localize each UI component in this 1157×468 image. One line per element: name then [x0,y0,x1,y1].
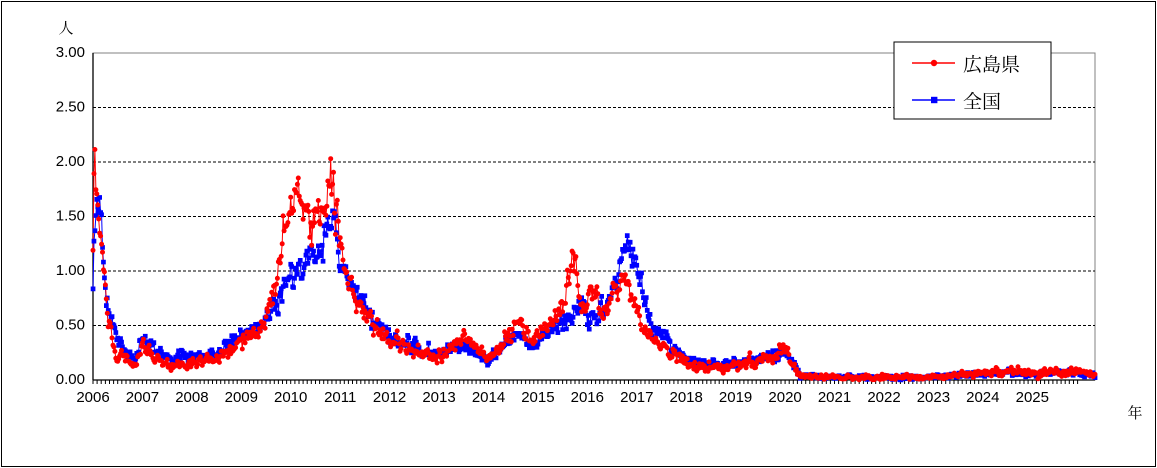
svg-text:0.50: 0.50 [56,317,85,334]
svg-text:2016: 2016 [571,389,604,406]
svg-text:広島県: 広島県 [963,50,1020,77]
svg-text:年: 年 [1127,402,1142,423]
svg-text:2025: 2025 [1016,389,1049,406]
svg-text:2007: 2007 [126,389,159,406]
svg-text:2006: 2006 [76,389,109,406]
svg-text:2018: 2018 [670,389,703,406]
svg-text:1.00: 1.00 [56,262,85,279]
svg-text:2024: 2024 [966,389,999,406]
svg-text:2.50: 2.50 [56,99,85,116]
svg-text:2022: 2022 [867,389,900,406]
svg-text:3.00: 3.00 [56,44,85,61]
svg-text:2008: 2008 [175,389,208,406]
svg-text:2019: 2019 [719,389,752,406]
svg-text:2.00: 2.00 [56,153,85,170]
svg-text:2010: 2010 [274,389,307,406]
svg-text:1.50: 1.50 [56,208,85,225]
svg-text:2009: 2009 [225,389,258,406]
svg-text:2015: 2015 [521,389,554,406]
svg-text:2011: 2011 [324,389,356,406]
svg-text:0.00: 0.00 [56,371,85,388]
svg-text:2023: 2023 [917,389,950,406]
svg-text:2021: 2021 [818,389,851,406]
svg-text:2014: 2014 [472,389,505,406]
svg-text:2013: 2013 [422,389,455,406]
svg-text:2020: 2020 [768,389,801,406]
svg-text:人: 人 [58,17,73,38]
svg-text:2012: 2012 [373,389,406,406]
svg-text:全国: 全国 [963,87,1001,114]
svg-text:2017: 2017 [620,389,653,406]
